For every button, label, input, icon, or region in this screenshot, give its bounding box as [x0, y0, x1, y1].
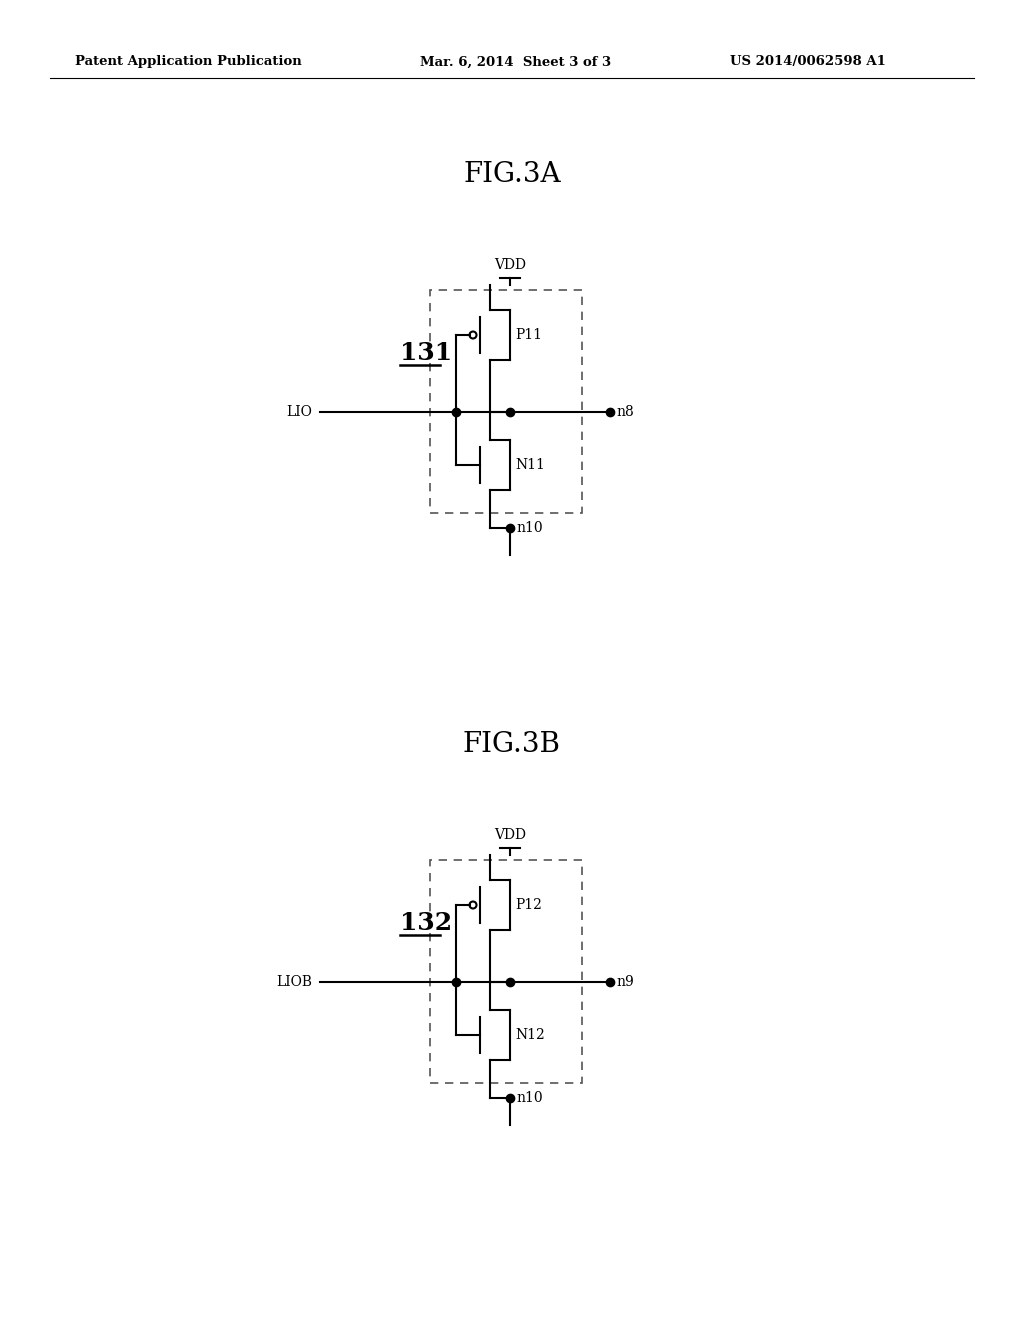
- Text: N11: N11: [515, 458, 545, 473]
- Text: P11: P11: [515, 327, 542, 342]
- Text: US 2014/0062598 A1: US 2014/0062598 A1: [730, 55, 886, 69]
- Text: LIOB: LIOB: [276, 975, 312, 989]
- Text: 131: 131: [400, 341, 453, 366]
- Text: VDD: VDD: [494, 257, 526, 272]
- Text: n9: n9: [616, 975, 634, 989]
- Text: LIO: LIO: [286, 405, 312, 418]
- Text: Mar. 6, 2014  Sheet 3 of 3: Mar. 6, 2014 Sheet 3 of 3: [420, 55, 611, 69]
- Bar: [430, 290, 582, 513]
- Text: 132: 132: [400, 911, 453, 935]
- Text: P12: P12: [515, 898, 542, 912]
- Text: n10: n10: [516, 1092, 543, 1105]
- Bar: [430, 861, 582, 1082]
- Text: N12: N12: [515, 1028, 545, 1041]
- Text: FIG.3A: FIG.3A: [463, 161, 561, 189]
- Text: FIG.3B: FIG.3B: [463, 731, 561, 759]
- Text: Patent Application Publication: Patent Application Publication: [75, 55, 302, 69]
- Text: n10: n10: [516, 521, 543, 535]
- Text: VDD: VDD: [494, 828, 526, 842]
- Text: n8: n8: [616, 405, 634, 418]
